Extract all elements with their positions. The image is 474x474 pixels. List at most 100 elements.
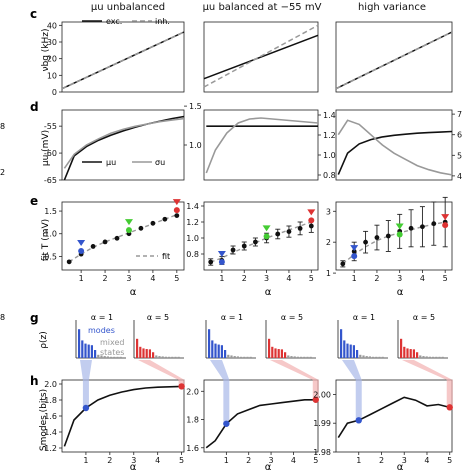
e3-marker-tri-blue bbox=[350, 245, 359, 252]
e1-marker-blue bbox=[78, 247, 85, 254]
g-alpha5-label-3: α = 5 bbox=[413, 313, 435, 322]
h2-xtick-label-4: 5 bbox=[313, 456, 318, 465]
g-alpha1-label-2: α = 1 bbox=[221, 313, 243, 322]
e3-xtick-label-4: 5 bbox=[443, 274, 448, 283]
g-bar-1-5 bbox=[152, 352, 155, 358]
g-bar-0-1 bbox=[81, 340, 84, 358]
g-bar-0-7 bbox=[100, 355, 103, 358]
e1-xtick-label-1: 2 bbox=[103, 274, 108, 283]
h2-frame bbox=[203, 379, 319, 453]
g-bar-5-4 bbox=[412, 349, 415, 358]
c1-ytick-label-0: 0 bbox=[52, 88, 57, 97]
xlabel-e-3: α bbox=[397, 287, 404, 298]
e1-xtick-label-2: 3 bbox=[126, 274, 131, 283]
h3-ytick-label-2: 2.00 bbox=[313, 390, 331, 399]
column-title-2: μu balanced at −55 mV bbox=[203, 2, 322, 13]
g-bar-2-6 bbox=[227, 354, 230, 358]
h3-xtick-label-4: 5 bbox=[447, 456, 452, 465]
h1-connector-red bbox=[138, 360, 185, 387]
g-tail-1-11 bbox=[171, 356, 174, 358]
g-tail-4-10 bbox=[372, 356, 375, 358]
e3-fit-line bbox=[342, 221, 446, 265]
g-tail-2-12 bbox=[246, 356, 249, 358]
c1-ytick-label-4: 40 bbox=[47, 21, 57, 30]
e1-point-9 bbox=[174, 213, 180, 219]
g-bar-1-1 bbox=[139, 346, 142, 358]
e2-xtick-label-1: 2 bbox=[242, 274, 247, 283]
e2-marker-red bbox=[308, 217, 315, 224]
c2-inh-line bbox=[203, 24, 319, 88]
ylabel-c: νbg (kHz) bbox=[41, 28, 51, 71]
g-bar-1-6 bbox=[155, 355, 158, 358]
g-bar-1-7 bbox=[158, 356, 161, 358]
g-bar-3-0 bbox=[268, 338, 271, 358]
xlabel-h-1: α bbox=[130, 462, 137, 473]
e2-xtick-label-0: 1 bbox=[219, 274, 224, 283]
edge-tick-2: 2 bbox=[0, 168, 5, 177]
g-bar-5-9 bbox=[428, 356, 431, 358]
g-bar-2-7 bbox=[230, 355, 233, 358]
g-tail-4-12 bbox=[378, 356, 381, 358]
h1-marker-red bbox=[178, 383, 185, 390]
g-tail-0-12 bbox=[116, 356, 119, 358]
e1-point-0 bbox=[66, 259, 72, 265]
e3-point-7 bbox=[420, 224, 425, 230]
h1-xtick-label-2: 3 bbox=[131, 456, 136, 465]
legend-fit-label: fit bbox=[162, 252, 170, 261]
e1-point-7 bbox=[150, 220, 156, 226]
e1-marker-tri-red bbox=[172, 199, 181, 206]
g-tail-2-10 bbox=[240, 356, 243, 358]
d2-ytick-r-label-2: 1.2 bbox=[323, 131, 336, 140]
d3-frame bbox=[335, 109, 453, 181]
e2-point-6 bbox=[275, 231, 281, 237]
e3-point-8 bbox=[431, 221, 437, 227]
h3-connector-blue bbox=[342, 360, 362, 421]
g-alpha1-label-1: α = 1 bbox=[91, 313, 113, 322]
g-tail-2-13 bbox=[249, 356, 252, 358]
g-alpha5-label-1: α = 5 bbox=[147, 313, 169, 322]
c1-inh-line bbox=[61, 31, 185, 90]
e2-marker-blue bbox=[218, 259, 225, 265]
e1-point-3 bbox=[102, 239, 108, 245]
e1-marker-tri-green bbox=[124, 219, 133, 226]
e1-fit-line bbox=[68, 214, 178, 263]
e3-marker-green bbox=[396, 231, 403, 238]
g-tail-2-11 bbox=[243, 356, 246, 358]
g-mixed-label: mixed bbox=[100, 338, 125, 347]
d1-ytick-label-0: -65 bbox=[44, 176, 57, 185]
h3-xtick-label-3: 4 bbox=[424, 456, 429, 465]
row-letter-c: c bbox=[30, 7, 37, 21]
g-bar-5-3 bbox=[409, 349, 412, 358]
g-tail-1-13 bbox=[177, 356, 180, 358]
g-bar-3-8 bbox=[293, 356, 296, 358]
h3-marker-red bbox=[446, 404, 453, 411]
h2-xtick-label-1: 2 bbox=[246, 456, 251, 465]
d3-ytick-r-label-3: 7 bbox=[457, 110, 462, 119]
xlabel-h-2: α bbox=[265, 462, 272, 473]
e2-point-7 bbox=[286, 229, 292, 235]
g-bar-0-0 bbox=[78, 329, 81, 358]
g-tail-0-11 bbox=[113, 356, 116, 358]
g-bar-5-7 bbox=[422, 356, 425, 358]
e2-marker-tri-red bbox=[307, 209, 316, 216]
h2-ytick-label-0: 1.6 bbox=[186, 444, 199, 453]
xlabel-h-3: α bbox=[397, 462, 404, 473]
column-title-1: μu unbalanced bbox=[91, 2, 165, 13]
h3-ytick-label-1: 1.99 bbox=[313, 419, 331, 428]
legend-exc-label: exc. bbox=[106, 17, 122, 26]
c2-frame bbox=[203, 21, 319, 93]
e3-frame bbox=[335, 201, 453, 271]
row-letter-d: d bbox=[30, 100, 39, 114]
h1-xtick-label-4: 5 bbox=[179, 456, 184, 465]
e1-marker-green bbox=[125, 227, 132, 234]
g-bar-4-2 bbox=[346, 343, 349, 358]
g-bar-0-4 bbox=[90, 345, 93, 358]
g-bar-4-4 bbox=[352, 345, 355, 358]
e3-point-4 bbox=[385, 233, 391, 239]
e3-ytick-label-0: 1 bbox=[326, 269, 331, 278]
xlabel-e-2: α bbox=[265, 287, 272, 298]
e2-marker-tri-blue bbox=[217, 251, 226, 257]
g-bar-2-0 bbox=[208, 329, 211, 358]
legend-inh-label: inh. bbox=[155, 17, 170, 26]
g-bar-4-8 bbox=[365, 356, 368, 358]
